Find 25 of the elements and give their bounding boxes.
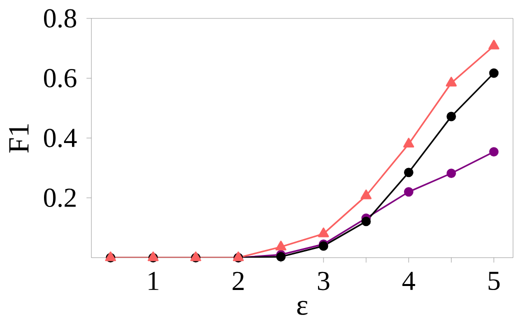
point (318, 228, 329, 238)
point (361, 216, 371, 226)
point (360, 190, 372, 200)
point (446, 112, 456, 122)
point (446, 168, 456, 178)
y-tick-label: 0.2 (44, 188, 76, 208)
y-tick-label: 0.8 (44, 9, 76, 28)
x-tick-label: 5 (488, 272, 500, 290)
x-tick-label: 3 (318, 272, 330, 290)
point (488, 40, 500, 50)
point (403, 138, 414, 148)
point (489, 147, 499, 156)
y-axis-title: F1 (9, 124, 28, 153)
x-tick-label: 2 (232, 272, 244, 290)
x-tick-label: 4 (402, 272, 416, 290)
point (404, 187, 414, 197)
y-tick-label: 0.6 (44, 68, 76, 88)
point (275, 240, 286, 250)
y-tick-label: 0.4 (44, 128, 77, 148)
x-tick-label: 1 (148, 272, 158, 290)
point (489, 68, 499, 78)
point (276, 252, 286, 262)
point (446, 76, 457, 86)
point (404, 168, 414, 178)
x-axis-title: ε (297, 300, 308, 315)
